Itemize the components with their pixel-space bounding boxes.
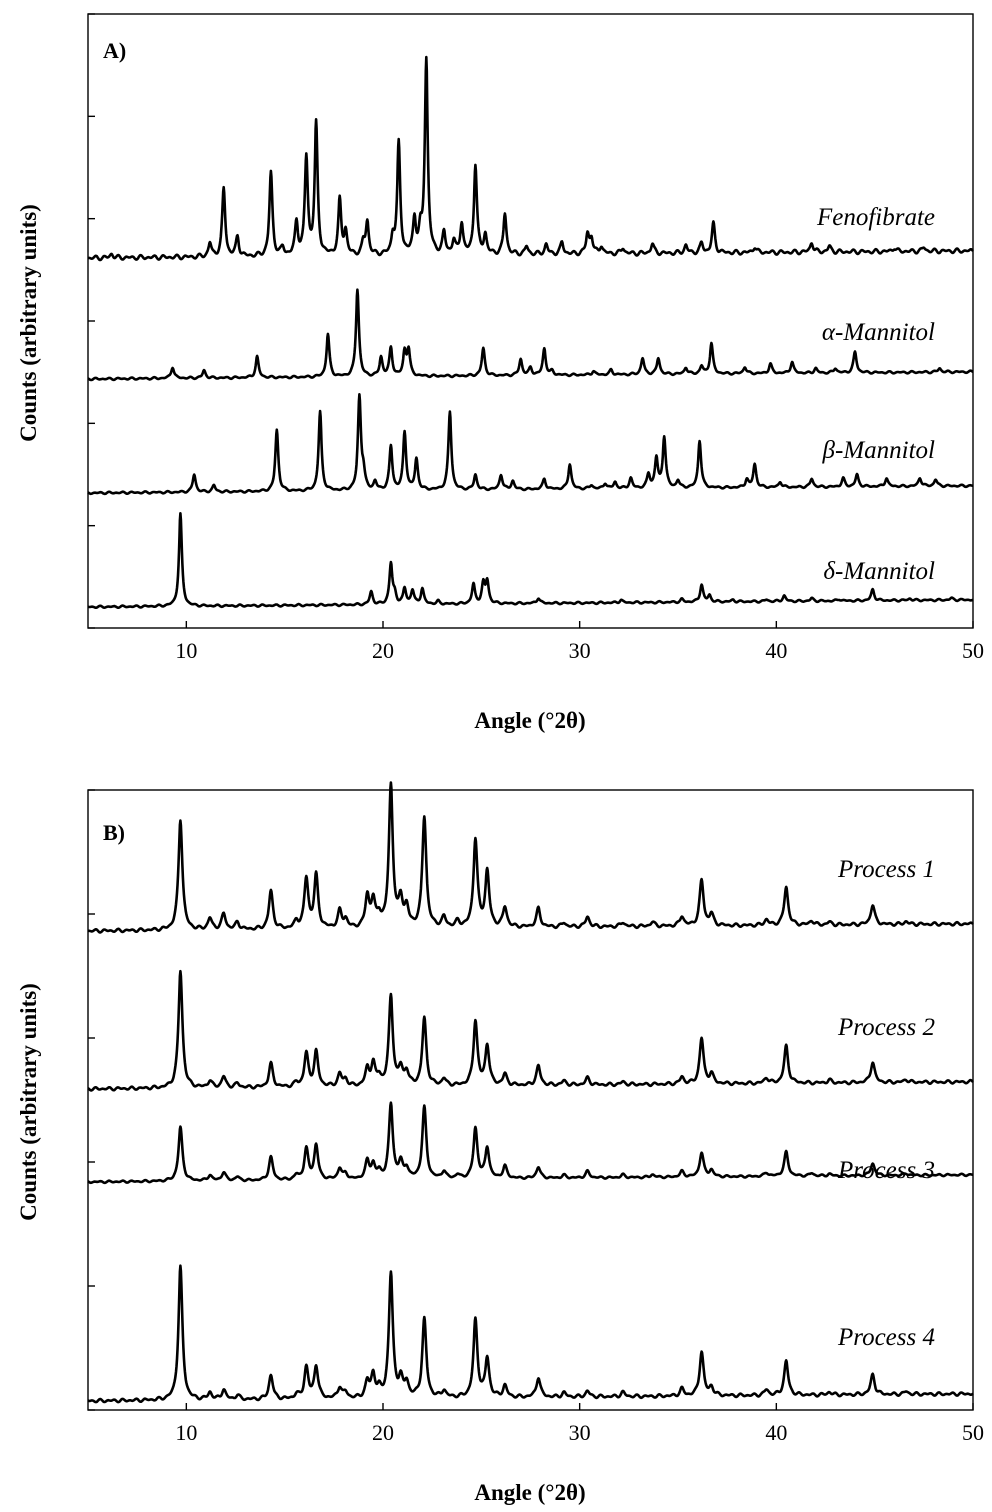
x-tick-label: 40 xyxy=(765,638,787,663)
x-tick-label: 40 xyxy=(765,1420,787,1445)
series-trace xyxy=(87,969,974,1092)
panel-b-traces xyxy=(87,781,974,1404)
series-trace xyxy=(87,781,974,934)
panel-b-x-ticks: 10 20 30 40 50 xyxy=(175,1403,984,1445)
panel-a-label: A) xyxy=(103,38,126,63)
x-tick-label: 50 xyxy=(962,638,984,663)
x-tick-label: 10 xyxy=(175,1420,197,1445)
panel-a-y-axis-title: Counts (arbitrary units) xyxy=(16,204,41,442)
panel-b-plot-frame xyxy=(87,789,974,1411)
series-trace xyxy=(87,1264,974,1404)
panel-a-x-ticks: 10 20 30 40 50 xyxy=(175,621,984,663)
x-tick-label: 20 xyxy=(372,638,394,663)
series-label: α-Mannitol xyxy=(822,319,935,346)
series-trace xyxy=(87,288,974,382)
series-trace xyxy=(87,511,974,609)
series-label: δ-Mannitol xyxy=(823,558,935,585)
x-tick-label: 30 xyxy=(569,638,591,663)
panel-b-label: B) xyxy=(103,820,125,845)
series-label: Fenofibrate xyxy=(816,204,935,231)
panel-b-y-ticks xyxy=(88,789,95,1411)
series-trace xyxy=(87,55,974,262)
x-tick-label: 50 xyxy=(962,1420,984,1445)
series-trace xyxy=(87,393,974,496)
series-trace xyxy=(87,1101,974,1185)
x-tick-label: 20 xyxy=(372,1420,394,1445)
panel-a-x-axis-title: Angle (°2θ) xyxy=(474,708,585,733)
panel-a-series-labels: Fenofibrate α-Mannitol β-Mannitol δ-Mannito… xyxy=(816,204,935,585)
panel-b-x-axis-title: Angle (°2θ) xyxy=(474,1480,585,1505)
series-label: β-Mannitol xyxy=(822,437,935,464)
panel-a-traces xyxy=(87,55,974,609)
x-tick-label: 30 xyxy=(569,1420,591,1445)
series-label: Process 2 xyxy=(837,1014,935,1041)
series-label: Process 1 xyxy=(837,856,935,883)
panel-b-series-labels: Process 1 Process 2 Process 3 Process 4 xyxy=(837,856,935,1351)
panel-b-y-axis-title: Counts (arbitrary units) xyxy=(16,983,41,1221)
x-tick-label: 10 xyxy=(175,638,197,663)
series-label: Process 3 xyxy=(837,1157,935,1184)
panel-a-chart: A) 10 20 30 40 50 Fenofibrate α-Mannitol β-Man… xyxy=(16,13,984,733)
panel-a-y-ticks xyxy=(88,13,95,629)
series-label: Process 4 xyxy=(837,1324,935,1351)
